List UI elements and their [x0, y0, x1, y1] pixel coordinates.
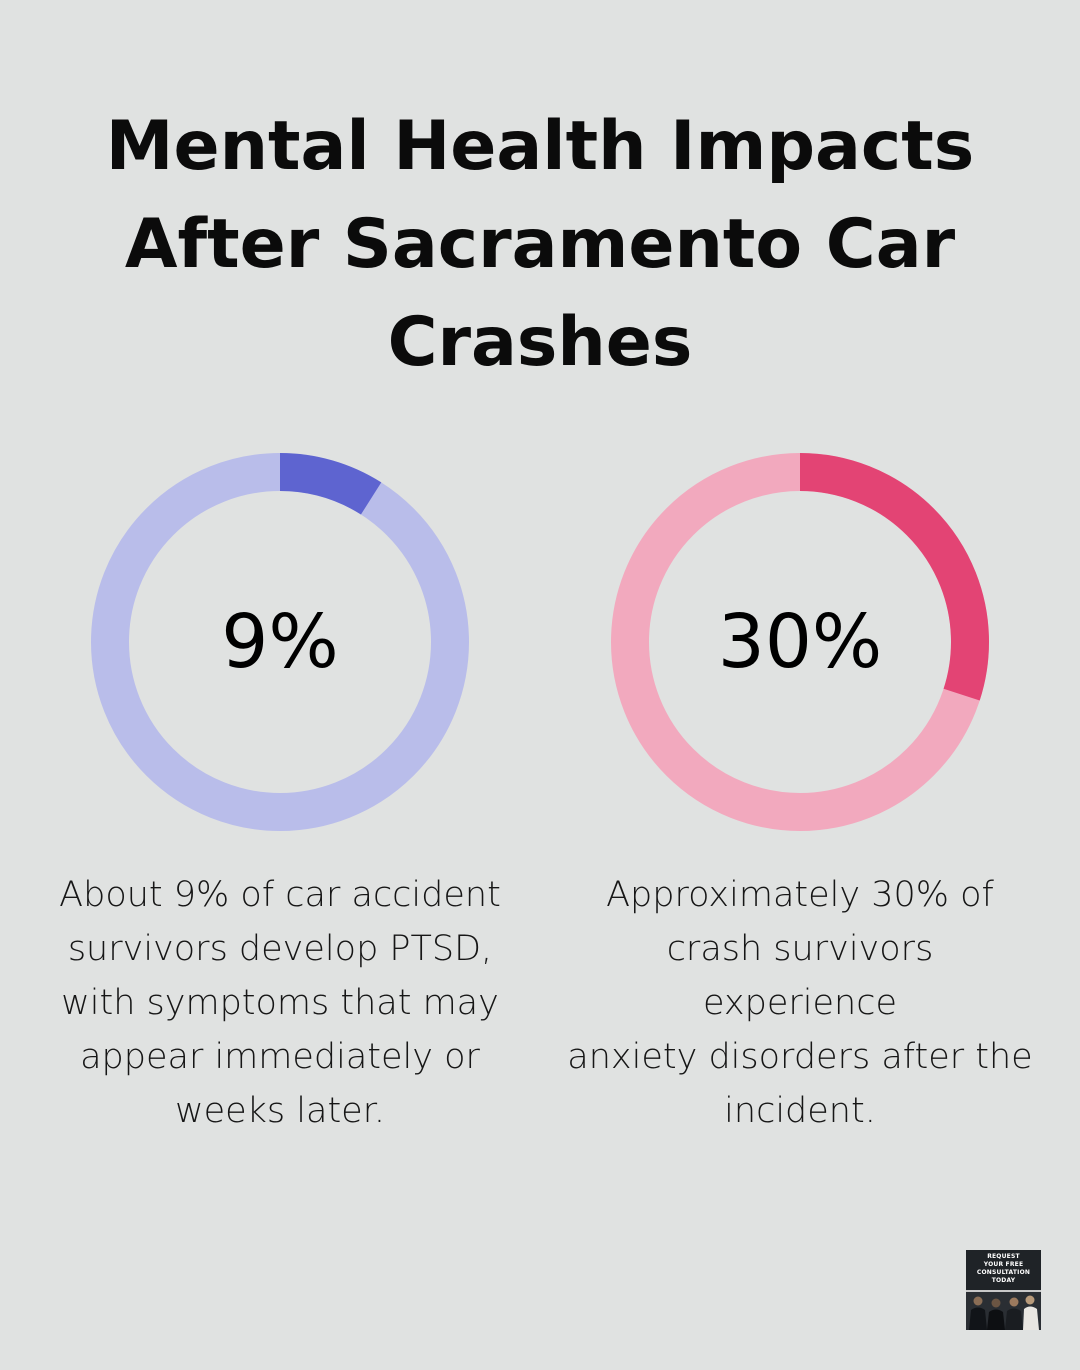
consultation-cta-button[interactable]: REQUEST YOUR FREE CONSULTATION TODAY: [966, 1250, 1041, 1330]
caption-ptsd-line-4: appear immediately or: [80, 1037, 480, 1077]
donut-chart-ptsd: 9%: [90, 452, 470, 832]
donut-value-arc-ptsd: [91, 453, 469, 831]
donut-svg-anxiety: 30%: [611, 453, 989, 831]
title-line-3: Crashes: [387, 303, 693, 382]
title-line-1: Mental Health Impacts: [105, 107, 975, 186]
donut-value-label-ptsd: 9%: [221, 599, 338, 685]
cta-label: REQUEST YOUR FREE CONSULTATION TODAY: [966, 1253, 1041, 1285]
donut-value-arc-anxiety: [611, 453, 989, 831]
chart-title: Mental Health Impacts After Sacramento C…: [90, 98, 990, 392]
cta-line-2: YOUR FREE: [983, 1261, 1024, 1268]
cta-line-4: TODAY: [991, 1277, 1016, 1284]
cta-line-1: REQUEST: [987, 1253, 1020, 1260]
caption-ptsd-line-3: with symptoms that may: [61, 983, 499, 1023]
caption-ptsd-line-5: weeks later.: [174, 1091, 386, 1131]
title-line-2: After Sacramento Car: [124, 205, 956, 284]
attorneys-photo: [966, 1290, 1041, 1330]
caption-anxiety: Approximately 30% of crash survivors exp…: [565, 868, 1035, 1138]
caption-anxiety-line-2: crash survivors experience: [666, 929, 934, 1023]
donut-svg-ptsd: 9%: [91, 453, 469, 831]
donut-chart-anxiety: 30%: [610, 452, 990, 832]
caption-ptsd: About 9% of car accident survivors devel…: [45, 868, 515, 1138]
caption-anxiety-line-1: Approximately 30% of: [606, 875, 994, 915]
caption-anxiety-line-4: incident.: [724, 1091, 876, 1131]
caption-ptsd-line-2: survivors develop PTSD,: [67, 929, 493, 969]
caption-anxiety-line-3: anxiety disorders after the: [567, 1037, 1033, 1077]
donut-value-label-anxiety: 30%: [718, 599, 882, 685]
caption-ptsd-line-1: About 9% of car accident: [59, 875, 501, 915]
cta-line-3: CONSULTATION: [976, 1269, 1031, 1276]
